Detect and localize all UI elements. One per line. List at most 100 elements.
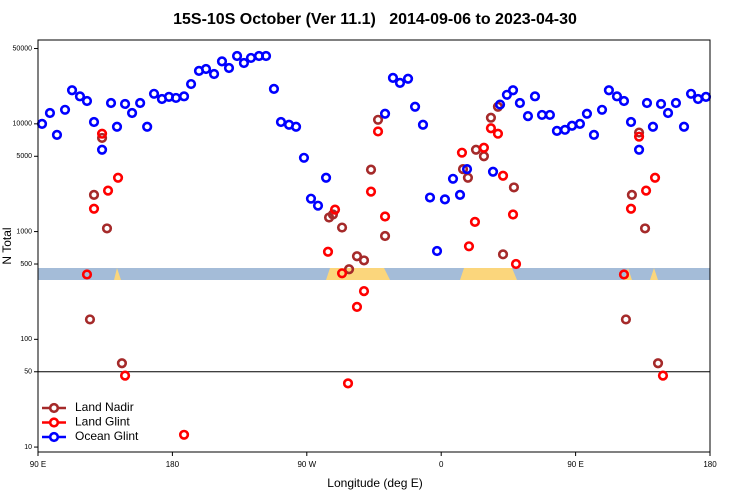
marker	[566, 120, 578, 131]
marker	[456, 147, 468, 158]
marker	[529, 91, 541, 102]
marker	[336, 222, 348, 233]
marker	[178, 91, 190, 102]
marker	[657, 370, 669, 381]
x-tick-label: 90 W	[297, 460, 316, 469]
marker	[508, 182, 520, 193]
marker	[494, 99, 506, 110]
marker	[678, 121, 690, 132]
marker	[379, 108, 391, 119]
marker	[507, 209, 519, 220]
marker	[402, 73, 414, 84]
legend-label: Land Glint	[75, 415, 130, 429]
marker	[74, 91, 86, 102]
y-tick-label: 5000	[16, 153, 32, 160]
marker	[88, 116, 100, 128]
x-tick-label: 0	[439, 460, 444, 469]
marker	[372, 126, 384, 137]
marker	[649, 172, 661, 183]
marker	[544, 109, 556, 121]
marker	[514, 97, 525, 109]
marker	[148, 88, 160, 99]
marker	[461, 164, 473, 175]
marker	[351, 251, 363, 262]
marker	[655, 98, 667, 110]
marker	[394, 77, 406, 88]
marker	[105, 97, 117, 109]
marker	[351, 301, 363, 312]
marker	[551, 125, 563, 136]
y-tick-label: 50	[24, 369, 32, 376]
marker	[96, 144, 108, 155]
marker	[111, 121, 123, 132]
marker	[200, 63, 212, 75]
marker	[231, 50, 243, 62]
marker	[216, 56, 228, 67]
plot-area	[36, 50, 712, 440]
legend-marker	[48, 402, 60, 414]
marker	[44, 107, 56, 119]
marker	[88, 203, 100, 214]
marker	[633, 127, 645, 138]
marker	[487, 166, 499, 177]
marker	[478, 151, 490, 162]
marker	[116, 358, 128, 369]
y-tick-label: 10000	[13, 121, 33, 128]
marker	[387, 72, 399, 83]
marker	[245, 52, 257, 64]
x-tick-label: 180	[703, 460, 717, 469]
legend-marker	[48, 431, 60, 443]
marker	[700, 91, 712, 102]
marker	[685, 88, 697, 99]
marker	[178, 429, 190, 440]
marker	[639, 223, 651, 234]
marker	[260, 50, 272, 62]
marker	[268, 83, 280, 95]
legend-marker	[48, 417, 60, 428]
marker	[507, 85, 519, 96]
marker	[135, 97, 146, 109]
marker	[469, 216, 481, 227]
marker	[641, 97, 653, 109]
y-tick-label: 100	[20, 336, 32, 343]
marker	[633, 144, 645, 155]
marker	[327, 209, 339, 220]
marker	[692, 93, 704, 105]
marker	[581, 108, 593, 119]
marker	[88, 189, 100, 201]
marker	[559, 124, 571, 135]
marker	[640, 185, 652, 196]
marker	[185, 78, 197, 90]
plot-frame	[37, 39, 711, 453]
marker	[81, 95, 93, 107]
marker	[574, 118, 586, 129]
marker	[501, 89, 513, 100]
y-tick-label: 10	[24, 444, 32, 451]
marker	[618, 95, 630, 107]
marker	[336, 268, 348, 279]
legend-label: Ocean Glint	[75, 429, 139, 443]
marker	[126, 107, 138, 119]
marker	[343, 264, 355, 275]
marker	[470, 144, 482, 155]
marker	[424, 192, 436, 203]
land-mask-strip	[38, 268, 710, 280]
marker	[662, 107, 674, 119]
marker	[365, 164, 377, 175]
marker	[112, 172, 124, 183]
chart-title: 15S-10S October (Ver 11.1) 2014-09-06 to…	[173, 11, 577, 28]
marker	[652, 358, 664, 369]
legend-label: Land Nadir	[75, 400, 134, 414]
marker	[329, 204, 341, 215]
marker	[620, 314, 632, 325]
marker	[454, 189, 466, 201]
marker	[305, 193, 317, 204]
y-tick-label: 1000	[16, 228, 32, 235]
marker	[626, 189, 637, 201]
y-axis-label: N Total	[0, 227, 14, 264]
marker	[431, 245, 443, 257]
marker	[238, 57, 250, 69]
marker	[522, 110, 534, 122]
marker	[223, 62, 235, 74]
